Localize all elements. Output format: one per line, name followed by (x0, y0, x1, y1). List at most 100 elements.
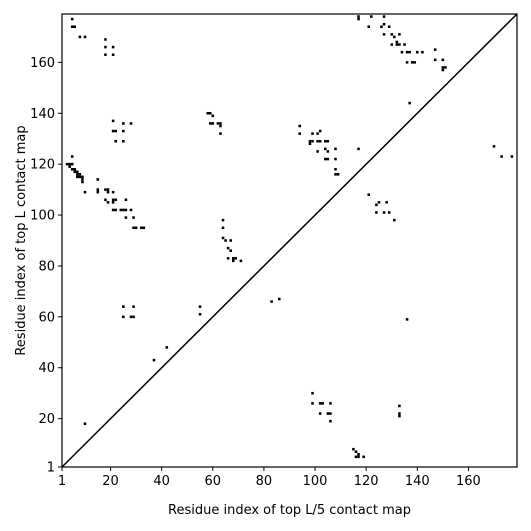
contact-point (106, 188, 110, 191)
contact-point (390, 43, 394, 46)
contact-point (334, 167, 337, 171)
contact-point (382, 211, 386, 214)
contact-point (362, 455, 365, 459)
contact-point (198, 305, 202, 308)
contact-point (76, 173, 79, 176)
contact-point (270, 300, 273, 303)
contact-point (111, 119, 115, 123)
contact-point (311, 391, 314, 395)
contact-point (221, 226, 225, 230)
contact-point (132, 226, 135, 230)
contact-point (357, 15, 360, 18)
contact-point (104, 198, 107, 202)
contact-point (377, 201, 381, 204)
contact-point (357, 455, 360, 459)
contact-point (70, 25, 74, 29)
contact-point (318, 129, 322, 133)
contact-point (421, 50, 424, 54)
contact-point (441, 68, 445, 72)
y-tick-label: 140 (30, 107, 55, 122)
contact-point (231, 257, 235, 260)
contact-point (316, 150, 319, 153)
y-axis-label: Residue index of top L contact map (14, 125, 29, 355)
contact-point (311, 132, 314, 135)
contact-point (387, 211, 391, 214)
contact-point (68, 165, 71, 168)
contact-point (336, 173, 340, 176)
contact-point (318, 402, 322, 405)
contact-point (114, 198, 117, 202)
contact-point (216, 122, 220, 125)
points-layer (65, 15, 514, 459)
contact-point (111, 129, 115, 133)
contact-point (277, 297, 281, 301)
contact-point (405, 61, 409, 64)
contact-point (398, 404, 401, 408)
contact-point (375, 211, 378, 214)
contact-point (316, 139, 319, 143)
contact-point (70, 155, 74, 158)
x-tick-label: 60 (205, 474, 222, 489)
y-tick-label: 40 (38, 361, 55, 376)
contact-point (231, 259, 235, 263)
contact-point (81, 178, 84, 181)
contact-point (122, 208, 125, 212)
contact-point (211, 114, 215, 118)
contact-point (398, 412, 401, 415)
contact-point (73, 167, 77, 171)
contact-point (385, 201, 388, 204)
contact-point (132, 216, 135, 219)
contact-point (219, 132, 222, 135)
contact-point (78, 175, 82, 179)
y-tick-label: 60 (38, 310, 55, 325)
contact-point (134, 226, 138, 230)
contact-point (104, 53, 107, 56)
contact-point (129, 208, 133, 212)
contact-point (382, 33, 386, 36)
contact-point (234, 257, 238, 260)
contact-point (111, 190, 115, 194)
contact-point (318, 412, 322, 415)
contact-point (311, 139, 314, 143)
y-tick-label: 20 (38, 412, 55, 427)
contact-point (308, 142, 312, 146)
y-tick-label: 1 (47, 461, 55, 476)
contact-point (78, 35, 82, 39)
contact-point (311, 402, 314, 405)
contact-point (405, 318, 409, 321)
contact-point (104, 188, 107, 191)
contact-point (239, 259, 243, 263)
contact-point (410, 61, 414, 64)
contact-point (408, 50, 411, 54)
contact-point (229, 249, 232, 252)
contact-point (111, 208, 115, 212)
contact-point (208, 111, 212, 115)
x-tick-label: 20 (102, 474, 119, 489)
contact-point (334, 147, 337, 151)
contact-point (221, 218, 225, 222)
contact-point (329, 412, 332, 415)
contact-point (433, 58, 437, 62)
contact-point (229, 239, 232, 242)
contact-point (70, 162, 74, 166)
contact-point (132, 315, 135, 319)
contact-point (416, 50, 419, 54)
contact-point (382, 15, 386, 18)
contact-point (408, 101, 411, 105)
contact-point (357, 147, 360, 151)
contact-point (152, 358, 156, 362)
contact-point (492, 145, 496, 148)
contact-point (387, 25, 391, 29)
contact-point (224, 239, 227, 242)
contact-point (298, 124, 302, 128)
contact-point (114, 208, 117, 212)
contact-point (316, 132, 319, 135)
contact-point (211, 122, 215, 125)
contact-point (367, 25, 371, 29)
contact-point (111, 198, 115, 202)
contact-point (398, 33, 401, 36)
contact-point (219, 124, 222, 128)
contact-point (198, 313, 202, 316)
contact-point (226, 246, 230, 250)
